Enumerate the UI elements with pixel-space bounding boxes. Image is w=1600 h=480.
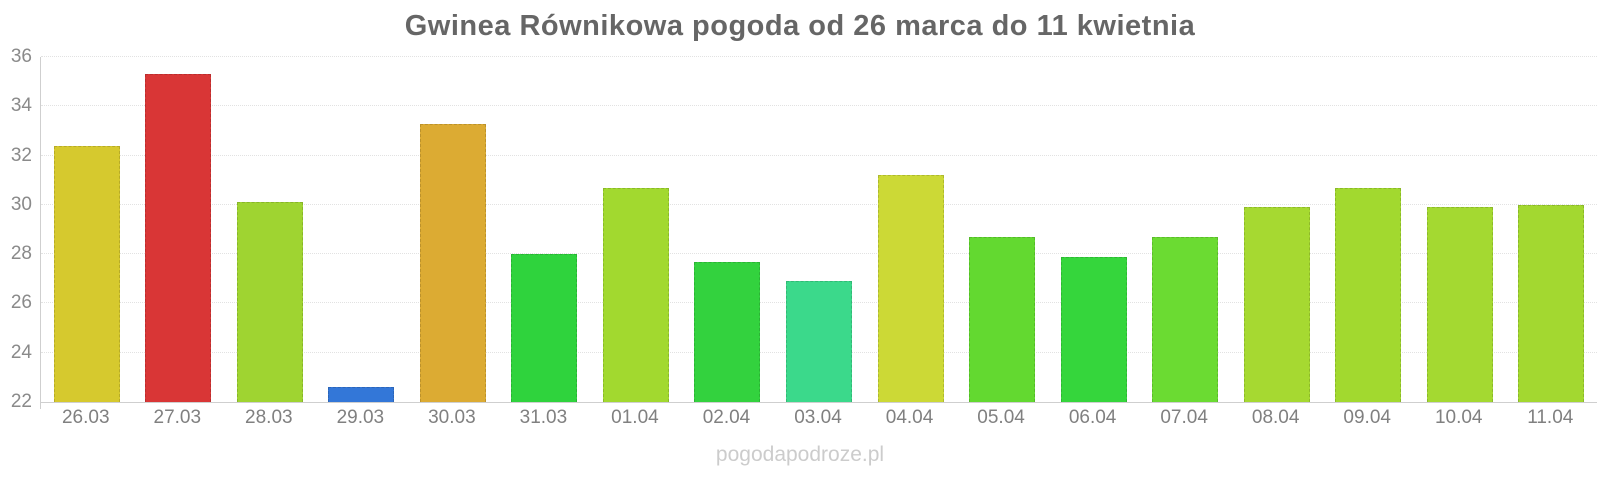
x-tick-label-07.04: 07.04 [1160, 407, 1208, 428]
bar-27.03[interactable] [145, 74, 212, 402]
x-tick-label-09.04: 09.04 [1343, 407, 1391, 428]
chart-title: Gwinea Równikowa pogoda od 26 marca do 1… [404, 10, 1196, 42]
gridline-28 [41, 253, 1597, 255]
bar-26.03[interactable] [53, 145, 120, 402]
x-tick-label-05.04: 05.04 [977, 407, 1025, 428]
plot-area [40, 56, 1597, 409]
x-axis-labels: 26.03 27.03 28.03 29.03 30.03 31.03 01.04 02.04… [40, 407, 1596, 433]
gridline-32 [41, 154, 1597, 156]
bar-01.04[interactable] [602, 187, 669, 402]
x-tick-label-27.03: 27.03 [153, 407, 202, 428]
gridline-30 [41, 203, 1597, 205]
bar-04.04[interactable] [877, 175, 944, 402]
y-tick-label-26: 26 [10, 292, 32, 314]
x-tick-label-02.04: 02.04 [702, 407, 751, 428]
watermark: pogodapodroze.pl [715, 443, 885, 466]
gridline-34 [41, 105, 1597, 107]
bar-29.03[interactable] [328, 387, 395, 402]
y-tick-label-28: 28 [10, 243, 32, 265]
x-tick-label-31.03: 31.03 [519, 407, 568, 428]
bar-05.04[interactable] [969, 236, 1036, 402]
bar-10.04[interactable] [1426, 207, 1493, 402]
x-tick-label-11.04: 11.04 [1527, 407, 1574, 428]
bar-03.04[interactable] [786, 281, 852, 402]
x-tick-label-28.03: 28.03 [245, 407, 293, 428]
y-tick-label-36: 36 [10, 46, 32, 67]
y-tick-label-24: 24 [10, 341, 32, 363]
x-tick-label-08.04: 08.04 [1251, 407, 1300, 428]
x-tick-label-30.03: 30.03 [428, 407, 476, 428]
gridline-36 [41, 56, 1597, 57]
y-tick-label-22: 22 [10, 391, 32, 412]
bar-28.03[interactable] [236, 202, 303, 402]
bar-30.03[interactable] [419, 123, 486, 402]
y-tick-label-34: 34 [10, 95, 32, 117]
bar-07.04[interactable] [1152, 236, 1219, 402]
x-tick-label-06.04: 06.04 [1068, 407, 1117, 428]
x-tick-label-04.04: 04.04 [885, 407, 934, 428]
x-tick-label-26.03: 26.03 [61, 407, 110, 428]
bar-11.04[interactable] [1518, 204, 1585, 402]
bar-09.04[interactable] [1335, 187, 1402, 402]
x-tick-label-03.04: 03.04 [794, 407, 842, 428]
x-tick-label-10.04: 10.04 [1434, 407, 1483, 428]
bar-08.04[interactable] [1243, 207, 1310, 402]
y-tick-label-30: 30 [10, 193, 32, 215]
x-tick-label-29.03: 29.03 [336, 407, 385, 428]
bar-06.04[interactable] [1060, 256, 1127, 402]
y-tick-label-32: 32 [10, 144, 32, 166]
bar-31.03[interactable] [511, 254, 578, 402]
axis-tick [40, 402, 41, 409]
x-tick-label-01.04: 01.04 [611, 407, 659, 428]
bar-02.04[interactable] [694, 261, 761, 402]
